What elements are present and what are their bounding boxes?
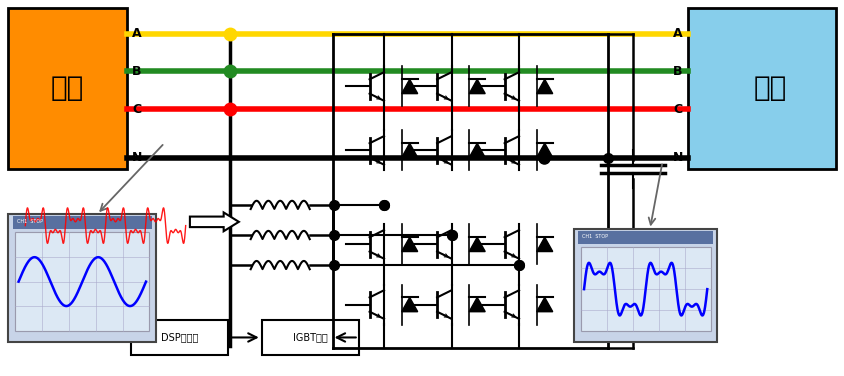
FancyBboxPatch shape: [131, 320, 228, 355]
Text: A: A: [673, 27, 683, 40]
Text: CH1  STOP: CH1 STOP: [582, 233, 609, 239]
Polygon shape: [537, 297, 553, 312]
Text: C: C: [674, 103, 682, 115]
FancyArrow shape: [190, 212, 239, 231]
Polygon shape: [402, 143, 418, 158]
FancyBboxPatch shape: [8, 8, 127, 169]
Polygon shape: [537, 237, 553, 252]
FancyBboxPatch shape: [15, 232, 149, 331]
FancyBboxPatch shape: [262, 320, 359, 355]
Text: A: A: [132, 27, 142, 40]
FancyBboxPatch shape: [13, 216, 152, 229]
Polygon shape: [537, 143, 553, 158]
FancyBboxPatch shape: [581, 247, 711, 331]
Text: CH1  STOP: CH1 STOP: [17, 218, 43, 224]
Text: 负载: 负载: [754, 74, 787, 102]
Polygon shape: [469, 237, 485, 252]
Text: B: B: [132, 65, 142, 78]
Text: B: B: [673, 65, 683, 78]
Polygon shape: [469, 79, 485, 94]
FancyBboxPatch shape: [578, 231, 713, 244]
FancyBboxPatch shape: [8, 214, 156, 342]
Polygon shape: [469, 143, 485, 158]
Text: C: C: [133, 103, 141, 115]
Text: N: N: [132, 152, 142, 164]
Polygon shape: [469, 297, 485, 312]
Text: N: N: [673, 152, 683, 164]
FancyBboxPatch shape: [574, 229, 717, 342]
Polygon shape: [537, 79, 553, 94]
Text: IGBT驱动: IGBT驱动: [293, 332, 327, 343]
Text: 电网: 电网: [51, 74, 84, 102]
Polygon shape: [402, 79, 418, 94]
Polygon shape: [402, 297, 418, 312]
Polygon shape: [402, 237, 418, 252]
Text: DSP控制器: DSP控制器: [160, 332, 198, 343]
FancyBboxPatch shape: [688, 8, 836, 169]
